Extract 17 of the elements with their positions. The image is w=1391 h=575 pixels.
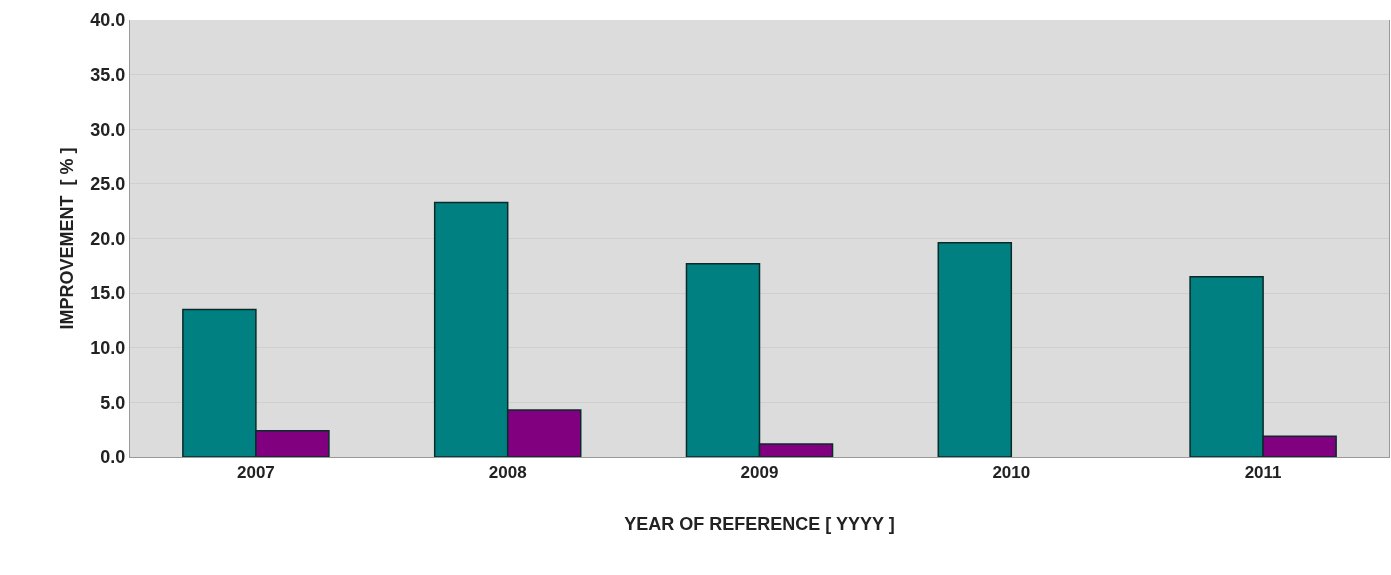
y-tick-label: 15.0: [90, 283, 126, 304]
x-tick-label: 2008: [488, 463, 527, 483]
x-axis-title: YEAR OF REFERENCE [ YYYY ]: [624, 513, 895, 534]
bar: [937, 242, 1013, 457]
y-tick-label: 10.0: [90, 338, 126, 359]
y-tick-label: 5.0: [100, 392, 126, 413]
x-tick-label: 2011: [1244, 463, 1282, 483]
x-tick-label: 2007: [236, 463, 275, 483]
y-tick-label: 0.0: [100, 447, 126, 468]
y-axis-title: IMPROVEMENT [ % ]: [56, 147, 77, 330]
y-tick-label: 25.0: [90, 174, 126, 195]
y-tick-label: 30.0: [90, 119, 126, 140]
x-tick-label: 2010: [992, 463, 1031, 483]
y-tick-label: 35.0: [90, 64, 126, 85]
y-tick-label: 40.0: [90, 10, 126, 31]
y-tick-label: 20.0: [90, 228, 126, 249]
x-tick-label: 2009: [740, 463, 779, 483]
